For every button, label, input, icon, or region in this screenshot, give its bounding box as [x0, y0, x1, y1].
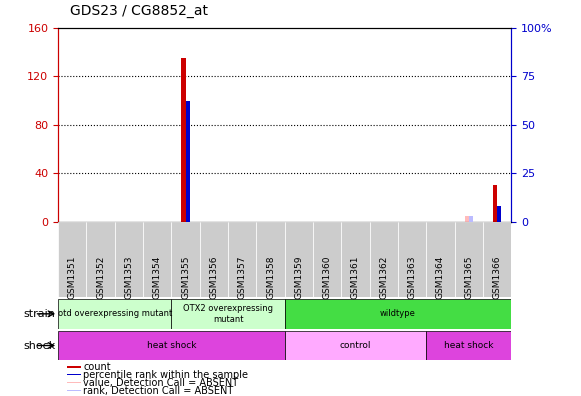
Bar [285, 331, 426, 360]
Bar [143, 222, 171, 297]
Bar [58, 331, 285, 360]
Text: GSM1363: GSM1363 [408, 256, 417, 299]
Text: heat shock: heat shock [444, 341, 493, 350]
Bar [398, 222, 426, 297]
Bar [426, 222, 455, 297]
Bar [115, 222, 143, 297]
Bar [67, 390, 81, 391]
Text: percentile rank within the sample: percentile rank within the sample [84, 370, 249, 380]
Text: value, Detection Call = ABSENT: value, Detection Call = ABSENT [84, 378, 239, 388]
Text: wildtype: wildtype [380, 309, 416, 318]
Text: heat shock: heat shock [146, 341, 196, 350]
Text: GSM1366: GSM1366 [493, 256, 501, 299]
Bar [455, 222, 483, 297]
Text: otd overexpressing mutant: otd overexpressing mutant [58, 309, 172, 318]
Bar [200, 222, 228, 297]
Bar [426, 331, 511, 360]
Text: GSM1355: GSM1355 [181, 256, 190, 299]
Bar [342, 222, 370, 297]
Text: OTX2 overexpressing
mutant: OTX2 overexpressing mutant [183, 304, 273, 324]
Text: GSM1362: GSM1362 [379, 256, 388, 299]
Bar [171, 222, 200, 297]
Bar [483, 222, 511, 297]
Text: shock: shock [23, 341, 55, 350]
Text: control: control [340, 341, 371, 350]
Text: GSM1360: GSM1360 [322, 256, 332, 299]
Bar [493, 185, 497, 222]
Text: GSM1357: GSM1357 [238, 256, 247, 299]
Bar [465, 216, 469, 222]
Text: GSM1359: GSM1359 [295, 256, 303, 299]
Bar [181, 58, 185, 222]
Text: count: count [84, 362, 111, 372]
Bar [497, 206, 501, 222]
Bar [67, 374, 81, 375]
Bar [313, 222, 342, 297]
Bar [370, 222, 398, 297]
Bar [171, 299, 285, 329]
Text: GSM1356: GSM1356 [209, 256, 218, 299]
Bar [58, 222, 87, 297]
Bar [285, 299, 511, 329]
Text: GSM1351: GSM1351 [68, 256, 77, 299]
Text: GSM1365: GSM1365 [464, 256, 474, 299]
Text: GSM1353: GSM1353 [124, 256, 134, 299]
Bar [285, 222, 313, 297]
Bar [256, 222, 285, 297]
Text: GSM1358: GSM1358 [266, 256, 275, 299]
Bar [67, 366, 81, 367]
Text: strain: strain [23, 309, 55, 319]
Text: GSM1364: GSM1364 [436, 256, 445, 299]
Text: GSM1354: GSM1354 [153, 256, 162, 299]
Bar [67, 382, 81, 383]
Bar [228, 222, 256, 297]
Bar [58, 299, 171, 329]
Bar [87, 222, 115, 297]
Text: GSM1361: GSM1361 [351, 256, 360, 299]
Text: rank, Detection Call = ABSENT: rank, Detection Call = ABSENT [84, 386, 234, 396]
Text: GSM1352: GSM1352 [96, 256, 105, 299]
Bar [185, 101, 190, 222]
Bar [469, 216, 473, 222]
Text: GDS23 / CG8852_at: GDS23 / CG8852_at [70, 4, 208, 18]
